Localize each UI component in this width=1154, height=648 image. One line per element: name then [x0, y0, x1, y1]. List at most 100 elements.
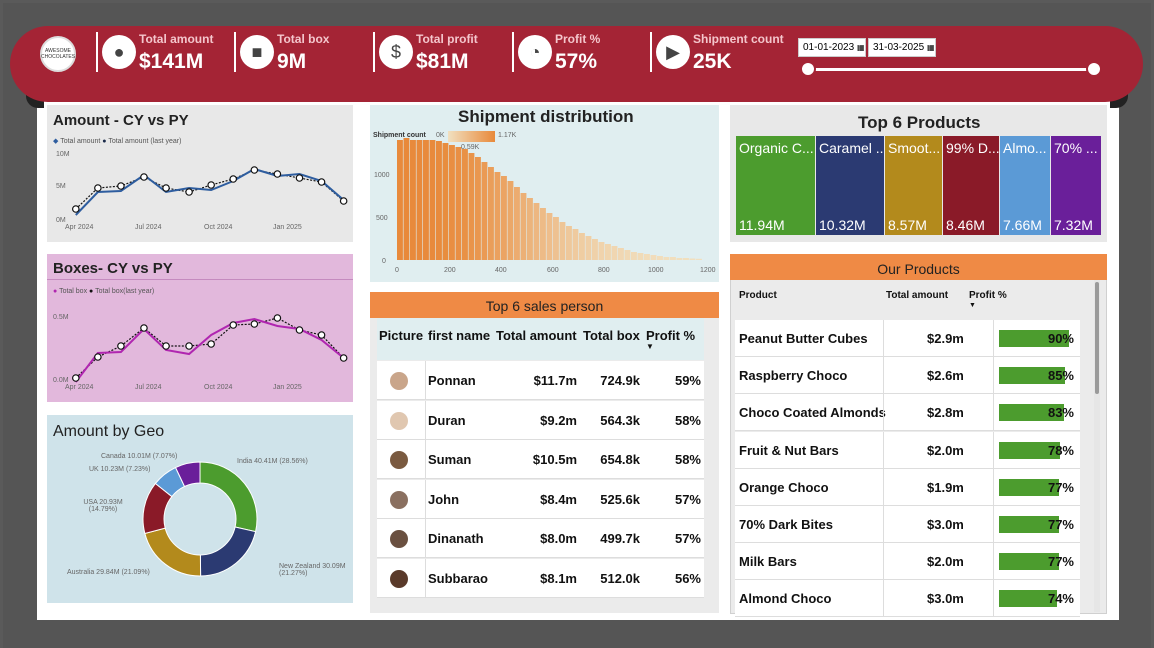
line-point[interactable] — [185, 188, 193, 196]
histogram-bar[interactable] — [624, 250, 631, 260]
histogram-bar[interactable] — [520, 193, 527, 260]
histogram-bar[interactable] — [644, 254, 650, 260]
line-point[interactable] — [94, 184, 102, 192]
line-point[interactable] — [117, 342, 125, 350]
histogram-bar[interactable] — [663, 257, 670, 260]
histogram-bar[interactable] — [592, 239, 598, 260]
product-row[interactable]: Raspberry Choco $2.6m 85% — [735, 357, 1080, 395]
histogram-bar[interactable] — [410, 140, 416, 260]
histogram-bar[interactable] — [598, 242, 605, 260]
our-products-scroll-thumb[interactable] — [1095, 282, 1099, 394]
date-slider-track[interactable] — [808, 68, 1094, 71]
histogram-bar[interactable] — [533, 203, 540, 260]
donut-slice[interactable] — [199, 461, 258, 533]
date-to-input[interactable]: 31-03-2025 ▦ — [868, 38, 936, 57]
line-point[interactable] — [71, 205, 80, 213]
donut-slice[interactable] — [174, 461, 201, 488]
col-profit-pct[interactable]: Profit % — [969, 290, 1007, 301]
line-point[interactable] — [185, 342, 193, 350]
line-point[interactable] — [317, 178, 326, 186]
line-point[interactable] — [162, 184, 170, 192]
line-point[interactable] — [229, 175, 238, 183]
histogram-bar[interactable] — [416, 140, 423, 260]
histogram-bar[interactable] — [514, 187, 520, 260]
histogram-bar[interactable] — [585, 236, 592, 260]
histogram-bar[interactable] — [468, 153, 475, 260]
line-point[interactable] — [339, 354, 348, 362]
histogram-bar[interactable] — [605, 244, 611, 260]
histogram-bar[interactable] — [494, 172, 501, 260]
line-point[interactable] — [140, 324, 148, 332]
line-point[interactable] — [339, 197, 348, 205]
product-tile[interactable]: Almo... 7.66M — [1000, 136, 1050, 235]
line-point[interactable] — [317, 331, 326, 339]
histogram-bar[interactable] — [455, 147, 462, 260]
col-total-box[interactable]: Total box — [583, 328, 640, 343]
sort-desc-icon[interactable]: ▼ — [969, 302, 976, 309]
product-row[interactable]: Milk Bars $2.0m 77% — [735, 543, 1080, 581]
histogram-bar[interactable] — [559, 222, 566, 260]
sales-person-row[interactable]: Duran $9.2m 564.3k 58% — [377, 400, 704, 440]
histogram-bar[interactable] — [527, 198, 533, 260]
histogram-bar[interactable] — [618, 248, 624, 260]
line-point[interactable] — [117, 182, 125, 190]
histogram-bar[interactable] — [670, 257, 676, 260]
line-point[interactable] — [71, 374, 80, 382]
donut-slice[interactable] — [199, 526, 257, 577]
product-row[interactable]: 70% Dark Bites $3.0m 77% — [735, 506, 1080, 543]
histogram-bar[interactable] — [689, 258, 696, 261]
histogram-bar[interactable] — [436, 141, 442, 260]
col-product[interactable]: Product — [739, 290, 777, 301]
col-total-amount[interactable]: Total amount — [886, 290, 949, 301]
histogram-bar[interactable] — [696, 258, 702, 260]
col-picture[interactable]: Picture — [379, 328, 424, 343]
calendar-icon[interactable]: ▦ — [926, 43, 935, 52]
histogram-bar[interactable] — [403, 138, 410, 260]
product-tile[interactable]: Smoot... 8.57M — [885, 136, 942, 235]
line-point[interactable] — [273, 170, 282, 178]
line-point[interactable] — [207, 181, 215, 189]
histogram-bar[interactable] — [676, 258, 683, 260]
product-row[interactable]: Peanut Butter Cubes $2.9m 90% — [735, 320, 1080, 357]
sort-desc-icon[interactable]: ▼ — [646, 342, 654, 351]
histogram-bar[interactable] — [611, 246, 618, 260]
line-point[interactable] — [94, 353, 102, 361]
col-profit-pct[interactable]: Profit % — [646, 328, 696, 343]
histogram-bar[interactable] — [462, 149, 468, 260]
histogram-bar[interactable] — [429, 140, 436, 260]
histogram-bar[interactable] — [579, 233, 585, 260]
histogram-bar[interactable] — [397, 140, 403, 260]
histogram-bar[interactable] — [501, 176, 507, 260]
line-point[interactable] — [140, 173, 148, 181]
histogram-bar[interactable] — [423, 140, 429, 260]
product-tile[interactable]: Organic C... 11.94M — [736, 136, 815, 235]
product-row[interactable]: Fruit & Nut Bars $2.0m 78% — [735, 431, 1080, 469]
line-point[interactable] — [207, 340, 215, 348]
sales-person-row[interactable]: Subbarao $8.1m 512.0k 56% — [377, 558, 704, 598]
product-tile[interactable]: 99% D... 8.46M — [943, 136, 999, 235]
sales-person-row[interactable]: Ponnan $11.7m 724.9k 59% — [377, 361, 704, 400]
line-point[interactable] — [250, 166, 259, 174]
line-point[interactable] — [250, 320, 259, 328]
histogram-bar[interactable] — [553, 217, 559, 260]
histogram-bar[interactable] — [546, 213, 553, 260]
histogram-bar[interactable] — [442, 143, 449, 260]
col-first-name[interactable]: first name — [428, 328, 491, 343]
histogram-bar[interactable] — [488, 167, 494, 260]
sales-person-row[interactable]: Suman $10.5m 654.8k 58% — [377, 440, 704, 479]
histogram-bar[interactable] — [683, 258, 689, 260]
histogram-bar[interactable] — [657, 256, 663, 260]
date-slider-end-handle[interactable] — [1086, 61, 1102, 77]
sales-person-row[interactable]: John $8.4m 525.6k 57% — [377, 479, 704, 519]
histogram-bar[interactable] — [475, 157, 481, 260]
product-tile[interactable]: Caramel ... 10.32M — [816, 136, 884, 235]
histogram-bar[interactable] — [637, 253, 644, 260]
calendar-icon[interactable]: ▦ — [856, 43, 865, 52]
product-row[interactable]: Choco Coated Almonds $2.8m 83% — [735, 394, 1080, 432]
our-products-scrollbar[interactable] — [1094, 280, 1100, 612]
histogram-bar[interactable] — [650, 255, 657, 260]
histogram-bar[interactable] — [449, 145, 455, 260]
col-total-amount[interactable]: Total amount — [496, 328, 577, 343]
histogram-bar[interactable] — [631, 252, 637, 260]
histogram-bar[interactable] — [481, 162, 488, 260]
